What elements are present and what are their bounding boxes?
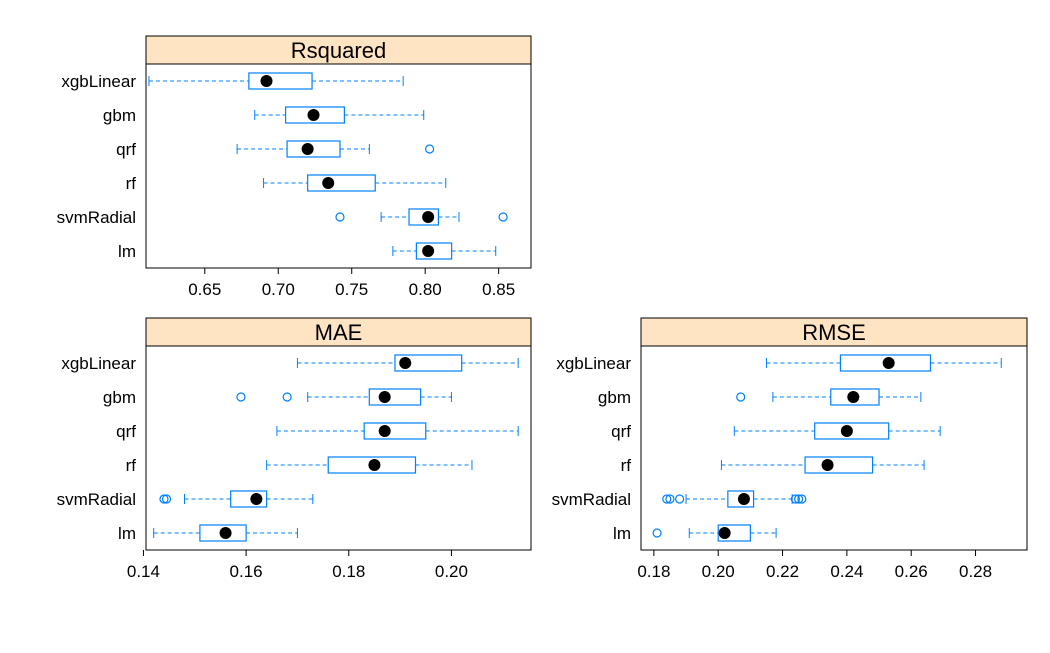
median-dot	[399, 357, 412, 369]
row-label: svmRadial	[57, 490, 136, 509]
row-label: lm	[118, 524, 136, 543]
outlier-point	[736, 392, 746, 402]
iqr-box	[804, 456, 874, 474]
tick-label: 0.22	[766, 562, 799, 581]
iqr-box	[363, 422, 427, 440]
outlier-point	[425, 144, 435, 154]
row-label: gbm	[103, 106, 136, 125]
median-dot	[422, 245, 435, 257]
outlier-point	[335, 212, 345, 222]
outlier-point	[652, 528, 662, 538]
row-label: xgbLinear	[61, 354, 136, 373]
iqr-box	[368, 388, 422, 406]
row-label: rf	[621, 456, 632, 475]
iqr-box	[394, 354, 463, 372]
tick-label: 0.26	[895, 562, 928, 581]
median-dot	[718, 527, 731, 539]
row-label: qrf	[116, 140, 136, 159]
panel-title: Rsquared	[291, 38, 386, 63]
row-label: xgbLinear	[556, 354, 631, 373]
median-dot	[422, 211, 435, 223]
outlier-point	[665, 494, 675, 504]
outlier-point	[498, 212, 508, 222]
tick-label: 0.18	[332, 562, 365, 581]
outlier-point	[159, 494, 169, 504]
outlier-point	[662, 494, 672, 504]
median-dot	[260, 75, 273, 87]
median-dot	[219, 527, 232, 539]
panel-strip	[640, 317, 1028, 347]
row-label: rf	[126, 456, 137, 475]
tick-label: 0.14	[127, 562, 160, 581]
median-dot	[821, 459, 834, 471]
row-label: rf	[126, 174, 137, 193]
plot-frame	[640, 345, 1028, 551]
outlier-point	[282, 392, 292, 402]
tick-label: 0.75	[335, 280, 368, 299]
plot-frame	[145, 63, 532, 269]
panel-rmse: RMSE xgbLinear gbm qrf rf svmRadial lm 0.18 0.20…	[552, 317, 1028, 581]
tick-label: 0.18	[637, 562, 670, 581]
row-label: lm	[613, 524, 631, 543]
median-dot	[378, 425, 391, 437]
row-label: xgbLinear	[61, 72, 136, 91]
row-label: gbm	[598, 388, 631, 407]
tick-label: 0.16	[230, 562, 263, 581]
iqr-box	[248, 72, 313, 90]
panel-strip	[145, 35, 532, 65]
median-dot	[322, 177, 335, 189]
row-label: qrf	[611, 422, 631, 441]
row-label: lm	[118, 242, 136, 261]
median-dot	[737, 493, 750, 505]
outlier-point	[674, 494, 685, 504]
outlier-point	[797, 494, 807, 504]
panel-rsquared: Rsquared xgbLinear gbm qrf rf svmRadial lm 0.65…	[57, 35, 532, 299]
row-label: qrf	[116, 422, 136, 441]
outlier-point	[236, 392, 246, 402]
tick-label: 0.65	[188, 280, 221, 299]
median-dot	[301, 143, 314, 155]
row-label: svmRadial	[552, 490, 631, 509]
tick-label: 0.70	[262, 280, 295, 299]
median-dot	[378, 391, 391, 403]
median-dot	[882, 357, 895, 369]
row-label: svmRadial	[57, 208, 136, 227]
plot-frame	[145, 345, 532, 551]
panel-title: RMSE	[802, 320, 866, 345]
outlier-point	[794, 494, 804, 504]
median-dot	[368, 459, 381, 471]
iqr-box	[307, 174, 376, 192]
median-dot	[840, 425, 853, 437]
median-dot	[307, 109, 320, 121]
median-dot	[847, 391, 860, 403]
tick-label: 0.80	[409, 280, 442, 299]
tick-label: 0.24	[830, 562, 863, 581]
tick-label: 0.85	[482, 280, 515, 299]
outlier-point	[790, 494, 801, 504]
panel-mae: MAE xgbLinear gbm qrf rf svmRadial lm 0.14 0.16 0…	[57, 317, 532, 581]
panel-title: MAE	[315, 320, 363, 345]
tick-label: 0.20	[435, 562, 468, 581]
outlier-point	[161, 494, 172, 504]
tick-label: 0.20	[702, 562, 735, 581]
tick-label: 0.28	[959, 562, 992, 581]
median-dot	[250, 493, 263, 505]
row-label: gbm	[103, 388, 136, 407]
